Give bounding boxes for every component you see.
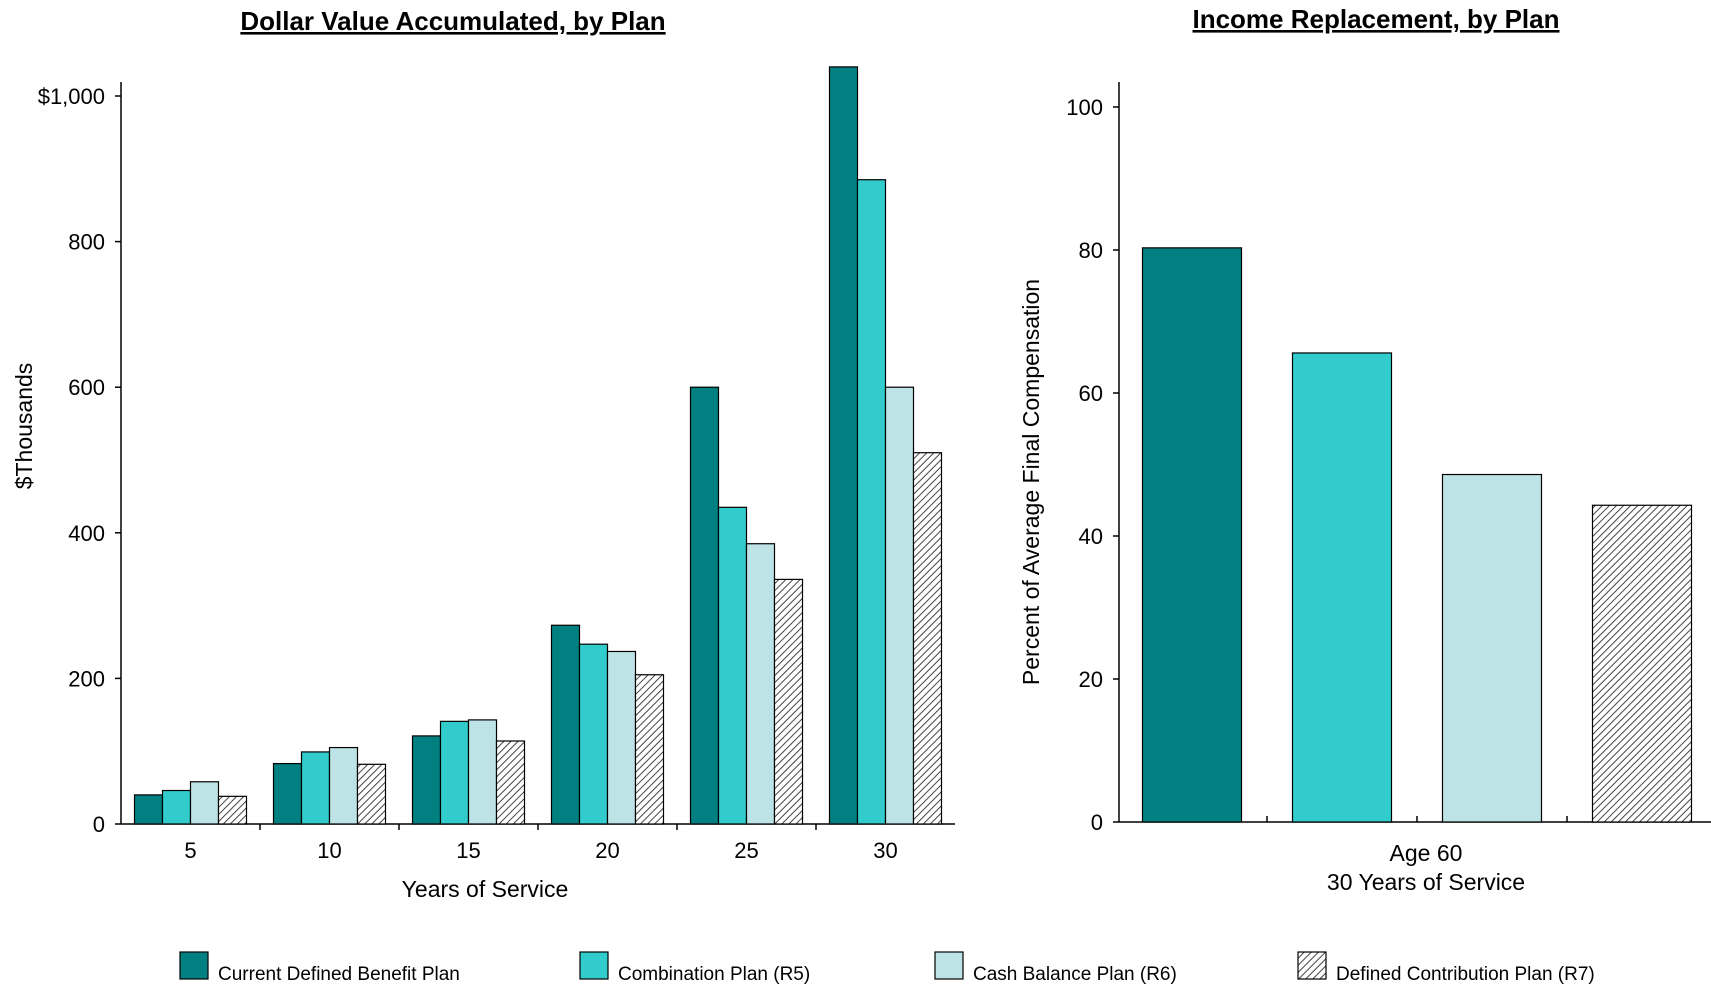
left-x-tick-label: 5 <box>184 838 196 863</box>
legend-label-cash_balance: Cash Balance Plan (R6) <box>973 964 1177 985</box>
legend-swatch-current_db <box>179 951 209 980</box>
left-y-axis-label: $Thousands <box>11 363 37 490</box>
left-x-axis-label: Years of Service <box>402 876 569 902</box>
right-y-tick-label: 60 <box>1079 381 1103 406</box>
right-chart-title: Income Replacement, by Plan <box>1192 4 1559 34</box>
legend-label-combination: Combination Plan (R5) <box>618 964 810 985</box>
legend-item-cash_balance: Cash Balance Plan (R6) <box>934 951 1177 985</box>
left-bar-defined_contribution-25 <box>773 578 804 825</box>
right-x-axis-label-line2: 30 Years of Service <box>1327 869 1525 895</box>
left-bar-combination-5 <box>161 789 192 825</box>
right-y-tick-label: 80 <box>1079 238 1103 263</box>
legend-swatch-defined_contribution <box>1297 951 1327 980</box>
left-x-tick-label: 15 <box>456 838 480 863</box>
legend-swatch-combination <box>579 951 609 980</box>
left-x-tick-label: 30 <box>873 838 897 863</box>
left-bar-current_db-30 <box>828 66 859 825</box>
left-chart-title: Dollar Value Accumulated, by Plan <box>240 6 665 36</box>
legend-item-combination: Combination Plan (R5) <box>579 951 810 985</box>
right-y-axis-label: Percent of Average Final Compensation <box>1018 279 1044 685</box>
left-bar-defined_contribution-15 <box>495 740 526 825</box>
right-bar-combination <box>1291 352 1393 823</box>
legend: Current Defined Benefit Plan Combination … <box>179 951 1595 985</box>
legend-item-defined_contribution: Defined Contribution Plan (R7) <box>1297 951 1595 985</box>
left-axes: 0 200 400 600 800 $1,000 5 10 15 20 25 30 <box>38 82 955 863</box>
right-bar-defined_contribution <box>1591 504 1693 823</box>
left-bar-combination-25 <box>717 506 748 825</box>
left-bar-defined_contribution-5 <box>217 795 248 825</box>
left-y-tick-label: $1,000 <box>38 84 105 109</box>
left-bar-current_db-10 <box>272 762 303 825</box>
left-y-tick-label: 0 <box>93 812 105 837</box>
left-bar-combination-20 <box>578 643 609 825</box>
left-bar-combination-15 <box>439 720 470 825</box>
left-bar-cash_balance-30 <box>884 386 915 825</box>
legend-swatch-cash_balance <box>934 951 964 980</box>
left-bar-cash_balance-25 <box>745 543 776 825</box>
left-bars <box>133 66 943 825</box>
legend-label-defined_contribution: Defined Contribution Plan (R7) <box>1336 964 1595 985</box>
right-y-tick-label: 40 <box>1079 524 1103 549</box>
left-bar-combination-30 <box>856 179 887 825</box>
right-y-tick-label: 20 <box>1079 667 1103 692</box>
left-bar-current_db-25 <box>689 386 720 825</box>
left-bar-defined_contribution-10 <box>356 763 387 825</box>
left-x-tick-label: 10 <box>317 838 341 863</box>
right-bar-current_db <box>1141 247 1243 823</box>
right-chart: Income Replacement, by Plan Percent of A… <box>1018 4 1711 895</box>
left-bar-current_db-5 <box>133 794 164 825</box>
left-bar-defined_contribution-20 <box>634 674 665 825</box>
left-bar-cash_balance-10 <box>328 746 359 825</box>
right-y-tick-label: 100 <box>1066 95 1103 120</box>
left-bar-cash_balance-20 <box>606 650 637 825</box>
right-bars <box>1141 247 1693 823</box>
right-bar-cash_balance <box>1441 473 1543 823</box>
right-x-axis-label-line1: Age 60 <box>1390 840 1463 866</box>
left-y-tick-label: 800 <box>68 230 105 255</box>
left-bar-cash_balance-5 <box>189 781 220 825</box>
legend-label-current_db: Current Defined Benefit Plan <box>218 964 460 985</box>
left-chart: Dollar Value Accumulated, by Plan $Thous… <box>11 6 955 902</box>
left-bar-current_db-15 <box>411 735 442 825</box>
left-bar-combination-10 <box>300 751 331 825</box>
legend-item-current_db: Current Defined Benefit Plan <box>179 951 460 985</box>
left-x-tick-label: 25 <box>734 838 758 863</box>
left-bar-current_db-20 <box>550 624 581 825</box>
left-y-tick-label: 200 <box>68 666 105 691</box>
left-bar-defined_contribution-30 <box>912 452 943 825</box>
left-bar-cash_balance-15 <box>467 719 498 825</box>
left-y-tick-label: 400 <box>68 521 105 546</box>
right-y-tick-label: 0 <box>1091 810 1103 835</box>
left-y-tick-label: 600 <box>68 375 105 400</box>
left-x-tick-label: 20 <box>595 838 619 863</box>
